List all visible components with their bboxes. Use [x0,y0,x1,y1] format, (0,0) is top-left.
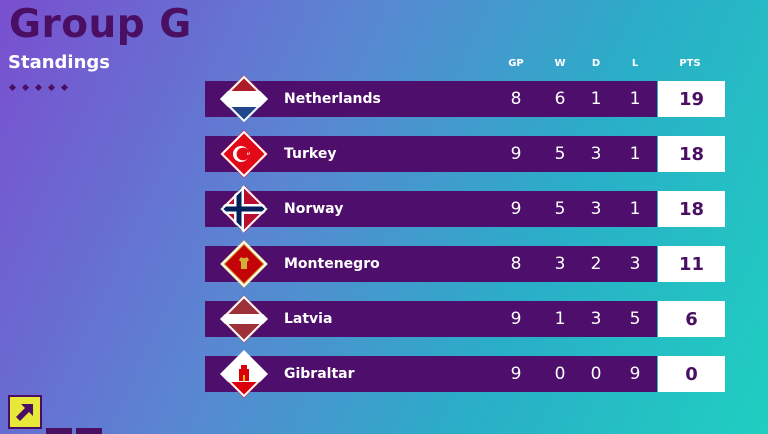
games-played: 9 [510,199,522,219]
decorative-mark [46,428,72,434]
wins: 1 [554,309,566,329]
team-name: Latvia [284,311,333,327]
latvia-flag-icon [220,295,268,343]
bottom-decoration [46,428,102,434]
header-d: D [591,58,601,69]
decorative-mark [76,428,102,434]
row-bar: Turkey 9 5 3 1 [205,130,657,178]
column-headers: GP W D L PTS [0,58,768,72]
row-bar: Gibraltar 9 0 0 9 [205,350,657,398]
standings-row: Gibraltar 9 0 0 9 0 [205,350,725,398]
gibraltar-flag-icon [220,350,268,398]
standings-row: Turkey 9 5 3 1 18 [205,130,725,178]
draws: 3 [590,199,602,219]
draws: 3 [590,309,602,329]
losses: 1 [629,144,641,164]
dot-icon [60,83,69,92]
header-gp: GP [508,58,524,69]
losses: 5 [629,309,641,329]
losses: 1 [629,89,641,109]
wins: 5 [554,144,566,164]
points: 19 [658,81,725,117]
wins: 0 [554,364,566,384]
page-title: Group G [9,2,192,47]
draws: 1 [590,89,602,109]
games-played: 9 [510,309,522,329]
header-pts: PTS [679,58,701,69]
draws: 2 [590,254,602,274]
points: 18 [658,136,725,172]
dot-icon [21,83,30,92]
dot-icon [8,83,17,92]
games-played: 8 [510,254,522,274]
decorative-dots [8,83,69,92]
montenegro-flag-icon [220,240,268,288]
standings-row: Montenegro 8 3 2 3 11 [205,240,725,288]
team-name: Norway [284,201,344,217]
team-name: Gibraltar [284,366,355,382]
header-l: L [631,58,639,69]
standings-row: Norway 9 5 3 1 18 [205,185,725,233]
team-name: Turkey [284,146,337,162]
norway-flag-icon [220,185,268,233]
standings-row: Netherlands 8 6 1 1 19 [205,75,725,123]
turkey-flag-icon [220,130,268,178]
row-bar: Netherlands 8 6 1 1 [205,75,657,123]
row-bar: Norway 9 5 3 1 [205,185,657,233]
points: 0 [658,356,725,392]
losses: 9 [629,364,641,384]
wins: 5 [554,199,566,219]
points: 18 [658,191,725,227]
points: 6 [658,301,725,337]
wins: 3 [554,254,566,274]
row-bar: Montenegro 8 3 2 3 [205,240,657,288]
standings-row: Latvia 9 1 3 5 6 [205,295,725,343]
wins: 6 [554,89,566,109]
losses: 1 [629,199,641,219]
games-played: 9 [510,364,522,384]
games-played: 8 [510,89,522,109]
games-played: 9 [510,144,522,164]
dot-icon [47,83,56,92]
page-subtitle: Standings [8,52,110,73]
losses: 3 [629,254,641,274]
team-name: Montenegro [284,256,380,272]
dot-icon [34,83,43,92]
points: 11 [658,246,725,282]
draws: 3 [590,144,602,164]
row-bar: Latvia 9 1 3 5 [205,295,657,343]
draws: 0 [590,364,602,384]
header-w: W [554,58,566,69]
netherlands-flag-icon [220,75,268,123]
team-name: Netherlands [284,91,381,107]
arrow-up-right-icon [8,395,42,429]
